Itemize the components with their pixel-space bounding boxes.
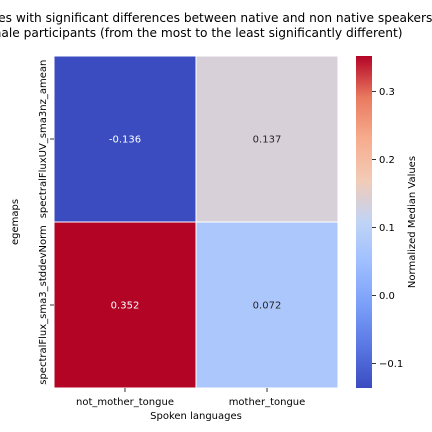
y-axis-label: egemaps	[10, 199, 21, 245]
heatmap-cells: -0.136 0.137 0.352 0.072	[53, 55, 339, 389]
chart-title-line-2: male participants (from the most to the …	[0, 26, 402, 40]
heatmap-cell	[53, 221, 197, 389]
x-tick-label: not_mother_tongue	[76, 397, 174, 408]
cell-value-label: 0.137	[253, 135, 282, 146]
cell-value-label: 0.352	[111, 301, 140, 312]
heatmap-cell	[195, 221, 339, 389]
heatmap-cell	[53, 55, 197, 223]
y-tick-label: spectralFluxUV_sma3nz_amean	[38, 60, 49, 219]
y-axis-ticks: spectralFluxUV_sma3nz_amean spectralFlux_…	[38, 60, 54, 385]
x-tick-label: mother_tongue	[229, 397, 306, 408]
cell-value-label: -0.136	[109, 135, 141, 146]
heatmap-cell	[195, 55, 339, 223]
colorbar-tick-label: 0.0	[379, 291, 395, 302]
colorbar-tick-label: 0.1	[379, 223, 395, 234]
colorbar-tick-label: 0.2	[379, 155, 395, 166]
y-tick-label: spectralFlux_sma3_stddevNorm	[38, 225, 49, 385]
colorbar-tick-label: 0.3	[379, 87, 395, 98]
colorbar-ticks: −0.1 0.0 0.1 0.2 0.3	[372, 87, 403, 370]
cell-value-label: 0.072	[253, 301, 282, 312]
colorbar-tick-label: −0.1	[379, 359, 403, 370]
x-axis-ticks: not_mother_tongue mother_tongue	[76, 388, 305, 408]
colorbar	[356, 56, 372, 388]
colorbar-label: Normalized Median Values	[407, 156, 418, 288]
chart-title-line-1: Features with significant differences be…	[0, 11, 432, 25]
x-axis-label: Spoken languages	[150, 411, 242, 422]
